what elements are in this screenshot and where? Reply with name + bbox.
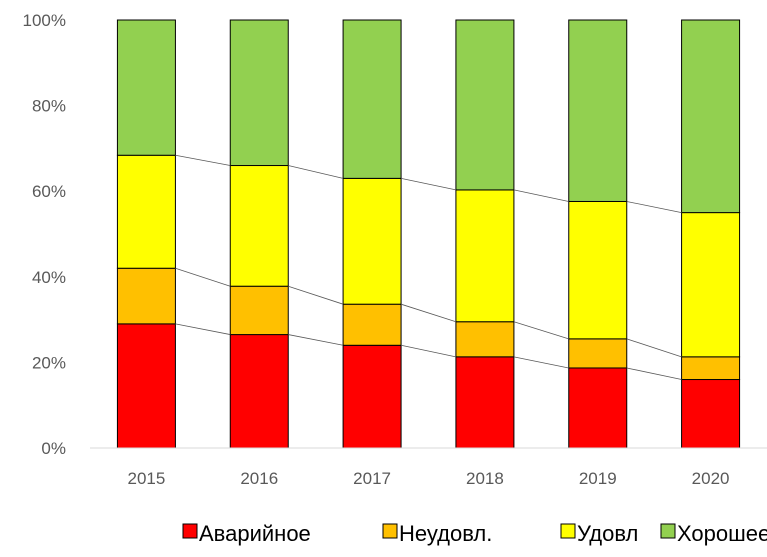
x-axis: 2015 2016 2017 2018 2019 2020 xyxy=(128,469,730,488)
legend-label: Удовл xyxy=(577,521,638,546)
y-tick-label: 80% xyxy=(32,97,66,116)
series-line-segment xyxy=(626,201,682,213)
x-tick-label: 2018 xyxy=(466,469,504,488)
series-line-segment xyxy=(288,285,344,305)
bar-segment-2019-1 xyxy=(568,367,628,449)
legend-label: Хорошее xyxy=(677,521,767,546)
legend: Аварийное Неудовл. Удовл Хорошее xyxy=(182,521,767,546)
y-axis: 0% 20% 40% 60% 80% 100% xyxy=(23,11,66,458)
series-line-segment xyxy=(401,344,456,358)
bar-segment-2017-2 xyxy=(342,303,402,346)
bar-segment-2016-4 xyxy=(229,19,289,167)
y-tick-label: 100% xyxy=(23,11,66,30)
legend-swatch xyxy=(182,523,198,539)
y-tick-label: 0% xyxy=(41,439,66,458)
series-line-segment xyxy=(175,154,231,166)
x-tick-label: 2017 xyxy=(353,469,391,488)
series-line-segment xyxy=(400,303,457,323)
series-line-segment xyxy=(513,356,569,369)
series-line-segment xyxy=(288,165,344,179)
bar-area xyxy=(116,19,741,449)
legend-swatch xyxy=(560,523,576,539)
bar-segment-2018-2 xyxy=(455,321,515,358)
legend-swatch xyxy=(660,523,676,539)
bar-segment-2015-4 xyxy=(116,19,176,156)
series-lines xyxy=(175,154,682,380)
series-line-segment xyxy=(401,177,456,191)
bar-segment-2019-4 xyxy=(568,19,628,202)
bar-segment-2018-3 xyxy=(455,189,515,323)
series-line-segment xyxy=(175,323,231,335)
y-tick-label: 60% xyxy=(32,182,66,201)
y-tick-label: 20% xyxy=(32,353,66,372)
legend-label: Неудовл. xyxy=(399,521,492,546)
series-line-segment xyxy=(626,338,682,358)
bar-segment-2016-3 xyxy=(229,165,289,287)
y-tick-label: 40% xyxy=(32,268,66,287)
series-line-segment xyxy=(175,267,231,287)
bar-segment-2020-1 xyxy=(681,379,741,449)
x-tick-label: 2016 xyxy=(240,469,278,488)
bar-segment-2019-2 xyxy=(568,338,628,369)
bar-segment-2019-3 xyxy=(568,200,628,340)
x-tick-label: 2020 xyxy=(692,469,730,488)
bar-segment-2015-1 xyxy=(116,323,176,449)
series-line-segment xyxy=(513,189,569,202)
legend-label: Аварийное xyxy=(199,521,311,546)
x-tick-label: 2015 xyxy=(128,469,166,488)
bar-segment-2020-4 xyxy=(681,19,741,214)
bar-segment-2016-1 xyxy=(229,334,289,449)
series-line-segment xyxy=(626,367,682,380)
bar-segment-2017-1 xyxy=(342,344,402,449)
series-line-segment xyxy=(513,321,569,340)
series-line-segment xyxy=(288,334,344,346)
bar-segment-2015-2 xyxy=(116,267,176,325)
bar-segment-2017-3 xyxy=(342,177,402,305)
bar-segment-2018-4 xyxy=(455,19,515,191)
bar-segment-2020-2 xyxy=(681,356,741,381)
bar-segment-2015-3 xyxy=(116,154,176,269)
bar-segment-2017-4 xyxy=(342,19,402,179)
bar-segment-2020-3 xyxy=(681,212,741,358)
bar-segment-2018-1 xyxy=(455,356,515,449)
bar-segment-2016-2 xyxy=(229,285,289,336)
legend-swatch xyxy=(382,523,398,539)
x-tick-label: 2019 xyxy=(579,469,617,488)
